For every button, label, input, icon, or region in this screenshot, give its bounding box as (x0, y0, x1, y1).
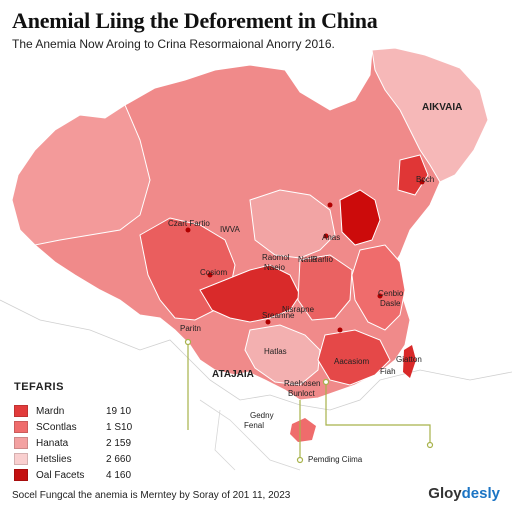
legend-swatch (14, 437, 28, 449)
legend-item: SContlas 1 S10 (14, 419, 146, 435)
region-liaoning (397, 154, 429, 196)
map-label: Boch (416, 175, 434, 184)
legend-label: Hetslies (36, 453, 72, 465)
callout-marker (296, 456, 304, 464)
region-southeast (317, 329, 391, 386)
map-label: Sreamne (262, 311, 295, 320)
city-dot (207, 272, 213, 278)
legend-value: 1 S10 (106, 421, 133, 433)
city-dot (185, 227, 191, 233)
map-label: Fenal (244, 421, 264, 430)
map-label: Naeio (264, 263, 285, 272)
legend-item: Mardn 19 10 (14, 403, 146, 419)
city-dot (337, 327, 343, 333)
region-east-coast (351, 244, 406, 331)
map-label: Raomol (262, 253, 290, 262)
legend-swatch (14, 421, 28, 433)
callout-marker (184, 338, 192, 346)
map-label: Aacasiom (334, 357, 369, 366)
legend-label: Oal Facets (36, 469, 85, 481)
neighbor-outline-south (199, 399, 301, 471)
map-label: Gedny (250, 411, 274, 420)
map-label: Raehosen (284, 379, 320, 388)
map-label: Giatton (396, 355, 422, 364)
map-label: ATAJAIA (212, 369, 254, 380)
region-northeast (371, 47, 489, 183)
region-beijing (339, 189, 381, 246)
legend-value: 19 10 (106, 405, 132, 417)
map-label: Hatlas (264, 347, 287, 356)
legend-item: Oal Facets 4 160 (14, 467, 146, 483)
region-central-hotspot (199, 264, 301, 323)
legend-value: 4 160 (106, 469, 132, 481)
region-middle (297, 254, 353, 321)
legend-item: Hetslies 2 660 (14, 451, 146, 467)
island-taiwan (403, 345, 416, 378)
region-south-central (244, 324, 321, 386)
map-label: Dasle (380, 299, 401, 308)
map-label: Natlo (298, 255, 317, 264)
map-label: Fiah (380, 367, 396, 376)
legend-value: 2 159 (106, 437, 132, 449)
logo-accent: desly (461, 485, 500, 502)
brand-logo: Gloydesly (428, 485, 500, 502)
city-dot (377, 293, 383, 299)
legend-label: Hanata (36, 437, 69, 449)
map-label: IWVA (220, 225, 241, 234)
map-label: AIKVAIA (422, 102, 462, 113)
map-label: Paritn (180, 324, 201, 333)
neighbor-outline (0, 299, 512, 411)
map-label: Rarlio (312, 255, 333, 264)
map-label: Cenbio (378, 289, 404, 298)
map-label: Anas (322, 233, 340, 242)
map-label: Czart Fartio (168, 219, 210, 228)
city-dot (323, 233, 329, 239)
region-west (11, 104, 151, 246)
map-label: Nisrapne (282, 305, 315, 314)
city-dot (327, 202, 333, 208)
legend-swatch (14, 453, 28, 465)
callout-marker (322, 378, 330, 386)
legend: TEFARIS Mardn 19 10 SContlas 1 S10 Hanat… (14, 381, 146, 483)
city-dot (265, 319, 271, 325)
footer-note: Socel Fungcal the anemia is Merntey by S… (12, 490, 291, 501)
map-subtitle: The Anemia Now Aroing to Crina Resormaio… (12, 37, 335, 51)
city-dot (419, 179, 425, 185)
map-label: Cosiom (200, 268, 227, 277)
map-label: Pemding Ciima (308, 455, 363, 464)
legend-swatch (14, 469, 28, 481)
callout-line (325, 382, 431, 445)
legend-swatch (14, 405, 28, 417)
legend-label: SContlas (36, 421, 77, 433)
legend-title: TEFARIS (14, 381, 64, 393)
region-north-central (249, 189, 336, 259)
map-label: Bunloct (288, 389, 315, 398)
legend-label: Mardn (36, 405, 65, 417)
legend-value: 2 660 (106, 453, 132, 465)
callout-marker (426, 441, 434, 449)
map-title: Anemial Liing the Deforement in China (12, 8, 378, 33)
logo-main: Gloy (428, 485, 462, 502)
legend-item: Hanata 2 159 (14, 435, 146, 451)
island-hainan (290, 418, 316, 442)
